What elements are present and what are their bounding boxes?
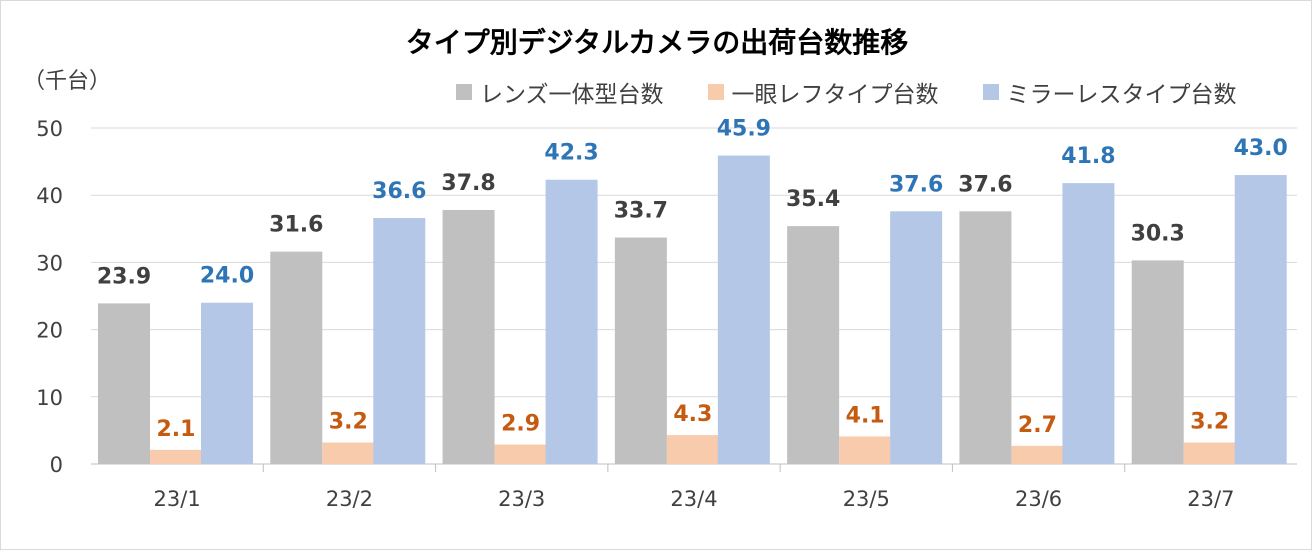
data-label: 33.7: [614, 199, 668, 224]
bar: [717, 155, 770, 464]
data-label: 2.1: [157, 417, 196, 442]
bar: [1011, 445, 1064, 464]
x-tick-label: 23/6: [1015, 487, 1062, 511]
data-label: 43.0: [1234, 136, 1288, 161]
x-tick-label: 23/2: [326, 487, 373, 511]
y-tick-label: 0: [50, 453, 63, 477]
data-label: 3.2: [329, 409, 368, 434]
bar: [959, 211, 1012, 464]
data-label: 3.2: [1190, 409, 1229, 434]
data-label: 30.3: [1131, 221, 1185, 246]
data-label: 31.6: [269, 213, 323, 238]
bar: [1062, 183, 1115, 464]
data-label: 35.4: [786, 187, 840, 212]
y-tick-label: 50: [36, 117, 63, 141]
legend-item-lens-integrated: レンズ一体型台数: [456, 75, 664, 109]
data-label: 4.1: [846, 403, 885, 428]
x-tick-label: 23/4: [670, 487, 717, 511]
y-tick-label: 10: [36, 386, 63, 410]
y-tick-label: 20: [36, 319, 63, 343]
legend-label-dslr: 一眼レフタイプ台数: [731, 82, 939, 108]
bar: [839, 436, 892, 464]
y-tick-label: 30: [36, 251, 63, 275]
bar: [614, 237, 667, 464]
bar: [98, 303, 150, 464]
x-tick-label: 23/1: [154, 487, 201, 511]
bar: [270, 251, 323, 464]
legend-label-mirrorless: ミラーレスタイプ台数: [1006, 82, 1237, 108]
bar: [1234, 175, 1287, 465]
data-label: 4.3: [673, 402, 712, 427]
x-tick-label: 23/7: [1187, 487, 1234, 511]
data-label: 24.0: [200, 264, 254, 289]
data-label: 41.8: [1061, 144, 1115, 169]
bar: [322, 442, 375, 464]
bar: [442, 209, 495, 464]
legend-item-dslr: 一眼レフタイプ台数: [707, 75, 939, 109]
bar: [666, 435, 719, 464]
bar: [494, 444, 547, 464]
legend-swatch-mirrorless: [982, 84, 999, 100]
bar: [1131, 260, 1184, 464]
data-label: 23.9: [97, 264, 151, 289]
bar: [787, 226, 840, 464]
legend-item-mirrorless: ミラーレスタイプ台数: [982, 75, 1237, 109]
bar: [201, 302, 253, 464]
data-label: 2.7: [1018, 413, 1057, 438]
bar: [890, 211, 943, 464]
data-label: 45.9: [717, 117, 771, 142]
data-label: 37.6: [958, 172, 1012, 197]
legend: レンズ一体型台数 一眼レフタイプ台数 ミラーレスタイプ台数: [456, 75, 1237, 109]
bar: [150, 449, 202, 464]
x-tick-label: 23/5: [843, 487, 890, 511]
data-label: 37.6: [889, 172, 943, 197]
chart-title: タイプ別デジタルカメラの出荷台数推移: [405, 26, 909, 59]
legend-label-lens-integrated: レンズ一体型台数: [480, 82, 664, 108]
data-label: 42.3: [544, 141, 598, 166]
bar: [1183, 442, 1236, 464]
bar: [545, 179, 598, 464]
bar: [373, 218, 426, 464]
legend-swatch-lens-integrated: [456, 84, 472, 100]
y-axis-unit-label: （千台）: [23, 69, 112, 94]
data-label: 37.8: [441, 171, 495, 196]
x-tick-label: 23/3: [498, 487, 545, 511]
legend-swatch-dslr: [707, 84, 724, 100]
data-label: 36.6: [372, 179, 426, 204]
y-tick-label: 40: [36, 184, 63, 208]
data-label: 2.9: [501, 412, 540, 437]
